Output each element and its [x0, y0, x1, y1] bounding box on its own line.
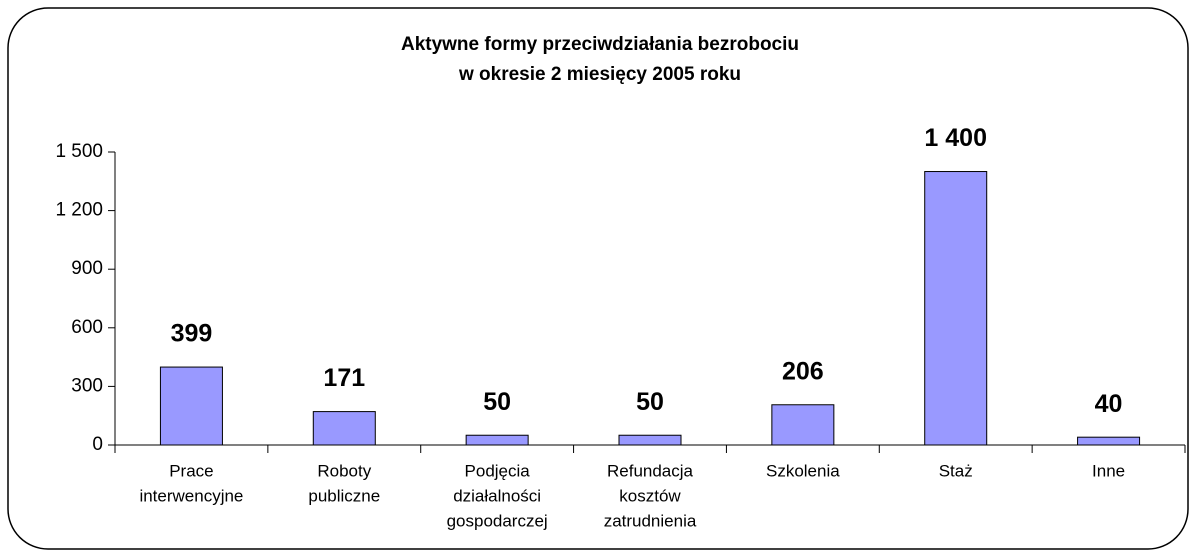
x-tick-label: Roboty: [317, 461, 371, 480]
chart-border: [7, 7, 1189, 550]
value-label: 40: [1095, 390, 1123, 418]
x-tick-label: Podjęcia: [465, 461, 531, 480]
value-label: 1 400: [924, 124, 987, 152]
x-tick-label: Prace: [169, 461, 213, 480]
bar: [771, 404, 835, 446]
x-tick-label: działalności: [453, 486, 541, 505]
x-tick-label: Inne: [1092, 461, 1125, 480]
x-tick-label: interwencyjne: [139, 486, 243, 505]
bar: [312, 411, 376, 446]
y-tick-label: 1 200: [55, 200, 103, 221]
x-tick-label: Refundacja: [607, 461, 694, 480]
chart-title: w okresie 2 miesięcy 2005 roku: [458, 64, 741, 85]
value-label: 50: [483, 388, 511, 416]
bar: [465, 434, 529, 446]
value-label: 171: [323, 364, 365, 392]
y-tick-label: 300: [71, 375, 103, 396]
value-label: 206: [782, 357, 824, 385]
x-tick-label: publiczne: [308, 486, 380, 505]
x-tick-label: kosztów: [619, 486, 681, 505]
bar: [924, 171, 988, 446]
y-tick-label: 600: [71, 317, 103, 338]
x-tick-label: zatrudnienia: [604, 511, 697, 530]
y-tick-label: 0: [92, 434, 103, 455]
bar: [618, 434, 682, 446]
y-tick-label: 1 500: [55, 141, 103, 162]
chart-title: Aktywne formy przeciwdziałania bezroboci…: [401, 34, 799, 55]
value-label: 50: [636, 388, 664, 416]
bar: [159, 366, 223, 446]
x-tick-label: gospodarczej: [447, 511, 548, 530]
value-label: 399: [171, 320, 213, 348]
y-tick-label: 900: [71, 258, 103, 279]
x-tick-label: Szkolenia: [766, 461, 840, 480]
bar: [1077, 436, 1141, 446]
x-tick-label: Staż: [939, 461, 973, 480]
